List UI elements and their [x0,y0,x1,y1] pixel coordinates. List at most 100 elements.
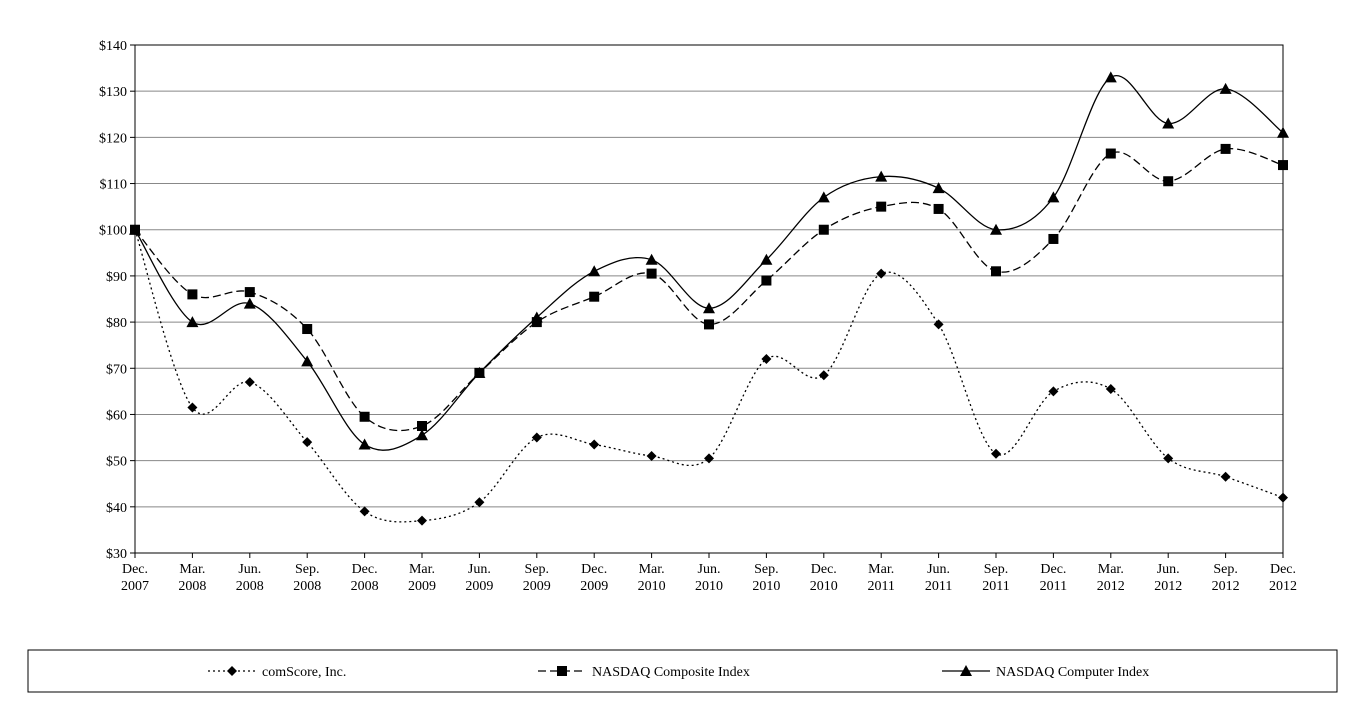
plot-frame [134,44,1284,554]
legend-label: comScore, Inc. [262,665,346,680]
y-tick-label: $110 [100,178,127,193]
y-tick-label: $30 [106,547,127,562]
marker [589,291,600,302]
marker [818,224,829,235]
marker [933,203,944,214]
x-tick-label: Jun. 2008 [236,562,264,594]
marker [1047,191,1060,203]
marker [359,411,370,422]
x-tick-label: Dec. 2007 [121,562,149,594]
marker [129,223,141,235]
x-tick-label: Sep. 2008 [293,562,321,594]
marker [474,497,485,508]
marker [416,429,428,441]
marker [1104,71,1117,83]
x-tick-label: Dec. 2008 [351,562,379,594]
marker [1277,126,1289,138]
y-tick-label: $80 [106,316,127,331]
marker [1163,453,1174,464]
x-tick-label: Sep. 2011 [982,562,1009,594]
marker [1048,386,1059,397]
marker [1163,176,1174,187]
marker [876,268,887,279]
marker [646,268,657,279]
marker [1219,82,1232,94]
marker [302,324,313,335]
marker [244,377,255,388]
y-tick-label: $40 [106,501,127,516]
x-tick-label: Jun. 2011 [925,562,952,594]
legend-label: NASDAQ Composite Index [592,665,750,680]
marker [1048,233,1059,244]
marker [704,453,714,464]
marker [1105,384,1116,395]
marker [817,191,830,203]
marker [359,506,370,517]
marker [227,666,237,676]
marker [1220,143,1231,154]
x-tick-label: Mar. 2011 [867,562,894,594]
marker [1105,148,1116,159]
x-tick-label: Sep. 2012 [1212,562,1240,594]
marker [876,201,887,212]
x-tick-label: Mar. 2010 [638,562,666,594]
marker [761,354,772,365]
marker [557,666,567,676]
marker [761,275,772,286]
marker [933,319,944,330]
series-line [134,229,1284,523]
x-tick-label: Dec. 2010 [810,562,838,594]
marker [473,366,486,378]
marker [187,402,198,413]
marker [991,266,1001,277]
marker [417,421,427,431]
x-tick-label: Dec. 2011 [1040,562,1067,594]
marker [186,316,199,328]
marker [760,253,773,265]
x-tick-label: Mar. 2009 [408,562,436,594]
y-tick-label: $140 [99,39,127,54]
series-line [134,148,1284,432]
x-tick-label: Jun. 2010 [695,562,723,594]
y-tick-label: $90 [106,270,127,285]
marker [1278,492,1288,503]
marker [301,355,314,367]
x-tick-label: Jun. 2012 [1154,562,1182,594]
y-tick-label: $50 [106,455,127,470]
marker [1162,117,1175,129]
marker [960,665,972,676]
x-tick-label: Jun. 2009 [465,562,493,594]
x-tick-label: Mar. 2008 [178,562,206,594]
marker [1220,471,1231,482]
marker [646,451,657,462]
marker [704,319,714,330]
marker [875,170,888,182]
marker [187,289,198,300]
legend-box [27,649,1338,693]
x-tick-label: Sep. 2010 [752,562,780,594]
marker [531,432,542,443]
y-tick-label: $60 [106,408,127,423]
marker [243,297,256,309]
marker [244,287,255,298]
marker [990,223,1002,235]
marker [588,265,601,277]
x-tick-label: Mar. 2012 [1097,562,1125,594]
marker [1278,160,1288,171]
x-tick-label: Dec. 2012 [1269,562,1297,594]
x-tick-label: Dec. 2009 [580,562,608,594]
y-tick-label: $130 [99,85,127,100]
marker [589,439,600,450]
marker [302,437,313,448]
x-tick-label: Sep. 2009 [523,562,551,594]
marker [932,182,945,194]
y-tick-label: $70 [106,362,127,377]
marker [358,438,371,450]
marker [991,448,1001,459]
marker [645,253,658,265]
marker [703,302,715,314]
marker [417,515,427,526]
legend-label: NASDAQ Computer Index [996,665,1149,680]
y-tick-label: $120 [99,131,127,146]
